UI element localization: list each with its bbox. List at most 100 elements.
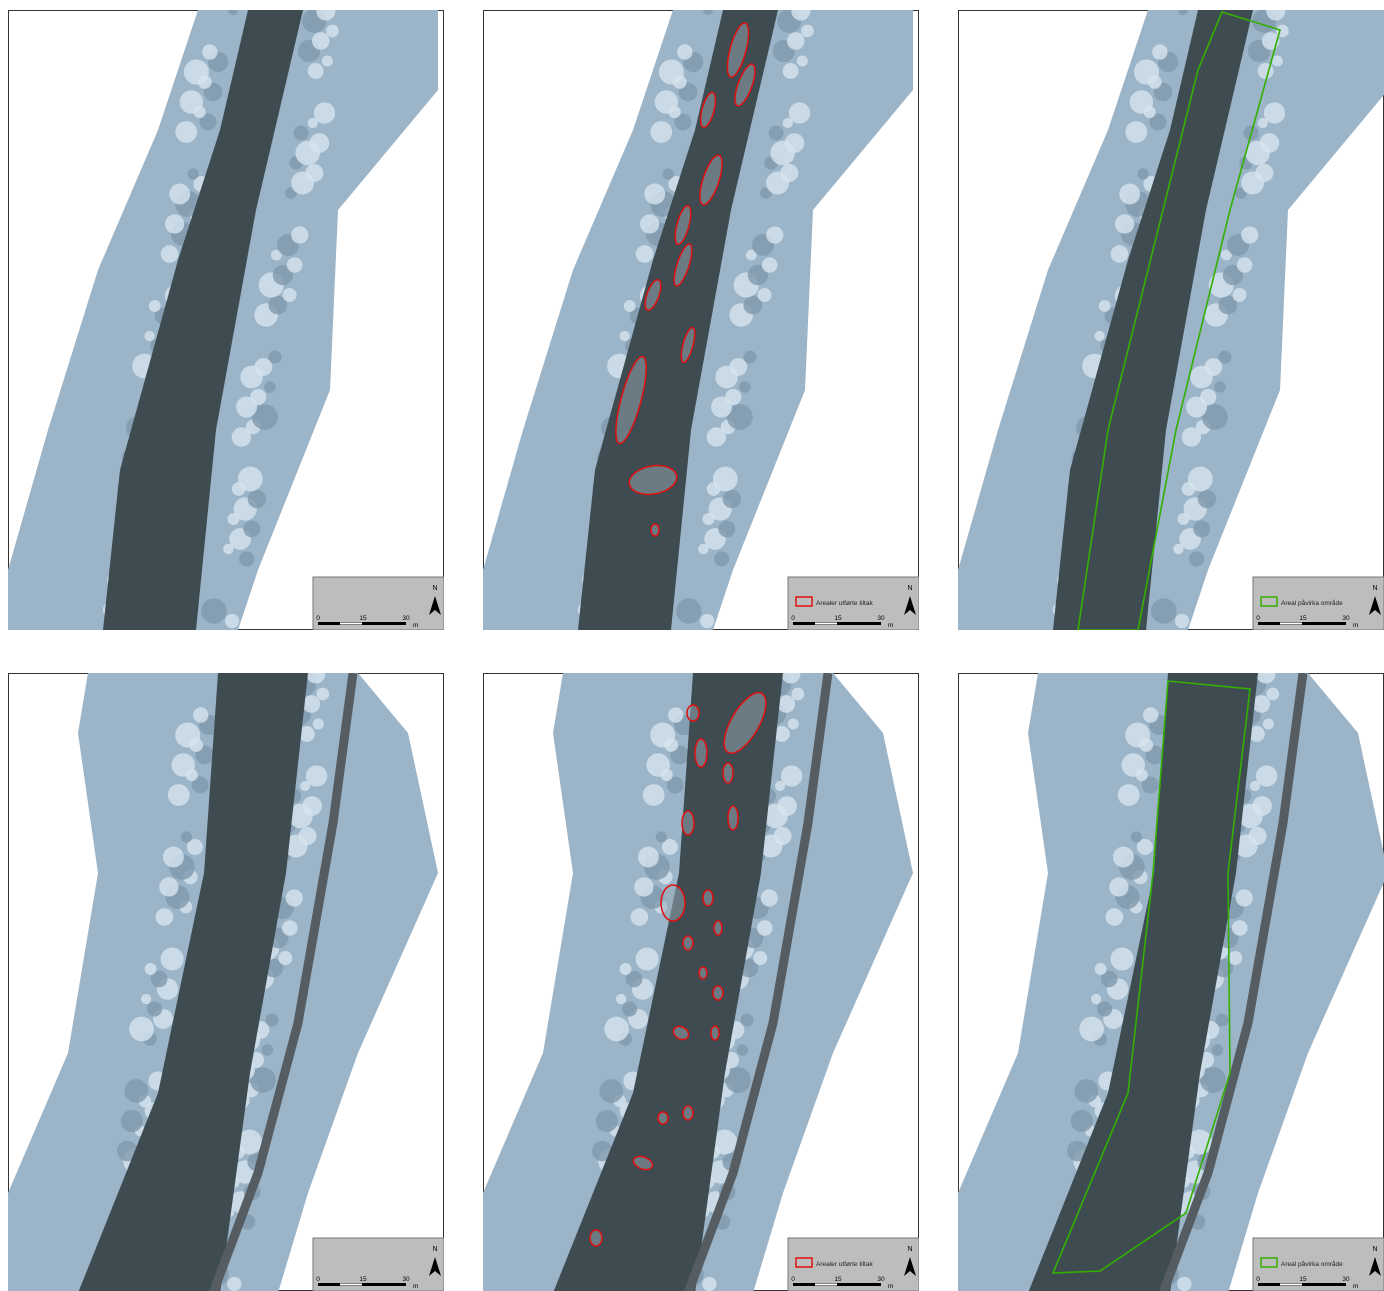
scale-unit: m bbox=[413, 622, 418, 629]
tree bbox=[312, 718, 324, 730]
tree bbox=[250, 388, 267, 406]
measure-area bbox=[694, 738, 708, 768]
scale-box bbox=[787, 576, 919, 630]
tree bbox=[1222, 264, 1244, 286]
north-arrow bbox=[429, 596, 441, 615]
tree bbox=[202, 44, 218, 60]
tree bbox=[313, 102, 336, 124]
legend-swatch bbox=[1260, 1257, 1278, 1268]
measure-area bbox=[698, 966, 708, 980]
tree bbox=[796, 55, 808, 67]
tree bbox=[739, 381, 751, 393]
measure-area bbox=[699, 154, 723, 206]
tree bbox=[167, 784, 190, 806]
tree bbox=[201, 598, 227, 624]
tree bbox=[1174, 613, 1190, 629]
tree bbox=[311, 32, 330, 50]
scale-bar-segment bbox=[815, 622, 837, 625]
tree bbox=[801, 24, 814, 38]
tree bbox=[199, 113, 217, 131]
north-label: N bbox=[907, 585, 912, 592]
map-panel: N 0 15 30 m bbox=[8, 10, 444, 630]
tree bbox=[180, 831, 193, 843]
scale-label: 0 bbox=[316, 1276, 320, 1283]
tree bbox=[1200, 388, 1217, 406]
tree bbox=[1070, 1109, 1093, 1133]
tree bbox=[261, 1044, 274, 1056]
map: N 0 15 30m bbox=[8, 673, 444, 1291]
tree bbox=[150, 970, 168, 988]
river bbox=[78, 673, 308, 1291]
tree bbox=[298, 726, 315, 742]
tree bbox=[784, 133, 805, 153]
scale-bar-segment bbox=[1280, 622, 1302, 625]
map-panel: Areal påvirka område N 0 15 30 m bbox=[958, 10, 1384, 630]
scale-unit: m bbox=[1353, 622, 1358, 629]
tree bbox=[725, 1067, 751, 1093]
tree bbox=[171, 753, 195, 777]
north-arrow bbox=[1369, 596, 1381, 615]
tree bbox=[777, 695, 796, 713]
measure-area bbox=[644, 279, 662, 311]
tree bbox=[753, 951, 768, 965]
tree bbox=[175, 121, 198, 143]
tree bbox=[298, 826, 317, 846]
tree bbox=[791, 10, 811, 21]
tree bbox=[1173, 543, 1184, 555]
tree bbox=[1141, 776, 1159, 794]
tree bbox=[309, 133, 330, 153]
tree bbox=[1248, 826, 1267, 846]
tree bbox=[316, 687, 330, 701]
tree bbox=[1200, 1067, 1226, 1093]
measure-area bbox=[660, 884, 686, 922]
scale-label: 15 bbox=[1299, 615, 1307, 622]
scale-label: 30 bbox=[1342, 615, 1350, 622]
tree bbox=[307, 63, 324, 79]
tree bbox=[760, 889, 778, 907]
scale-box bbox=[787, 1237, 919, 1291]
road bbox=[683, 673, 833, 1291]
tree bbox=[1220, 249, 1232, 261]
tree bbox=[1262, 718, 1274, 730]
tree bbox=[1204, 358, 1223, 376]
tree bbox=[661, 838, 678, 856]
tree bbox=[224, 613, 240, 629]
tree bbox=[306, 673, 326, 684]
tree bbox=[1133, 59, 1159, 85]
measure-area bbox=[699, 91, 717, 129]
north-arrow bbox=[429, 1257, 441, 1276]
map: Areal påvirka område N 0 15 30m bbox=[958, 673, 1384, 1291]
tree bbox=[782, 63, 799, 79]
scale-label: 30 bbox=[1342, 1276, 1350, 1283]
tree bbox=[302, 796, 322, 816]
tree bbox=[1235, 889, 1253, 907]
tree bbox=[1112, 846, 1134, 868]
tree bbox=[637, 846, 659, 868]
tree bbox=[619, 963, 632, 975]
north-label: N bbox=[1372, 1246, 1377, 1253]
tree bbox=[773, 826, 792, 846]
measure-area bbox=[726, 22, 750, 78]
tree bbox=[615, 993, 627, 1005]
tree bbox=[1215, 1013, 1229, 1027]
tree bbox=[768, 125, 784, 141]
map: Areal påvirka område N 0 15 30m bbox=[958, 10, 1384, 630]
tree bbox=[231, 427, 252, 447]
measure-area bbox=[734, 63, 756, 107]
tree bbox=[1130, 831, 1143, 843]
tree bbox=[326, 24, 339, 38]
tree bbox=[1218, 350, 1232, 364]
tree bbox=[1136, 838, 1153, 856]
tree bbox=[740, 1013, 754, 1027]
tree bbox=[791, 687, 805, 701]
road bbox=[1158, 673, 1308, 1291]
tree bbox=[281, 920, 298, 936]
scale-box bbox=[312, 1237, 444, 1291]
map-panel: N 0 15 30 m bbox=[8, 673, 444, 1291]
measure-area bbox=[650, 523, 660, 537]
tree bbox=[1119, 183, 1141, 205]
north-arrow bbox=[904, 1257, 916, 1276]
tree bbox=[712, 466, 738, 492]
road bbox=[208, 673, 358, 1291]
tree bbox=[1074, 1079, 1099, 1103]
